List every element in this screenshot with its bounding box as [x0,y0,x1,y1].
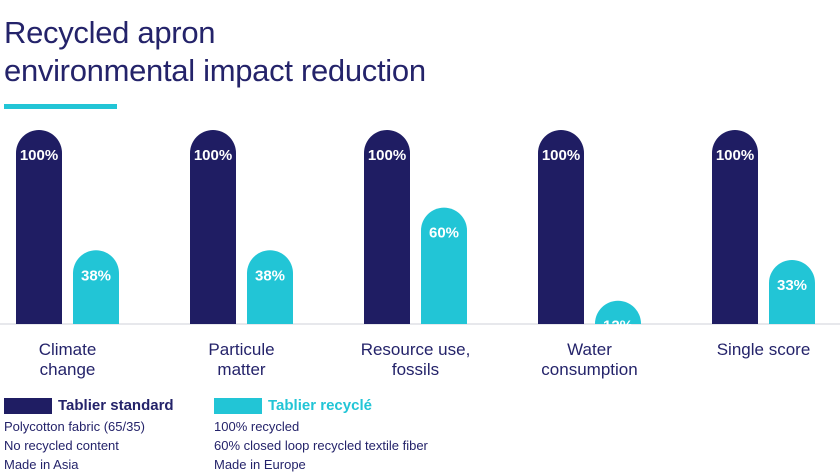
bar-recycled-3 [595,300,641,324]
bar-standard-2 [364,130,410,324]
bar-label-recycled-4: 33% [777,277,807,294]
category-label-2-0: Resource use, [361,340,471,359]
bar-label-recycled-0: 38% [81,267,111,284]
bar-standard-0 [16,130,62,324]
category-label-4-0: Single score [717,340,811,359]
bar-standard-1 [190,130,236,324]
bar-standard-4 [712,130,758,324]
category-label-0-1: change [40,360,96,379]
title-underline [4,104,117,109]
title-line-1: Recycled apron [4,15,216,50]
category-label-2-1: fossils [392,360,439,379]
legend-standard-line-2: No recycled content [4,438,119,453]
legend-standard-swatch [4,397,52,414]
legend-recycled: Tablier recyclé 100% recycled 60% closed… [214,396,428,474]
legend-recycled-swatch [214,397,262,414]
legend-standard-line-3: Made in Asia [4,457,79,472]
category-label-1-1: matter [217,360,266,379]
bar-label-standard-2: 100% [368,147,406,164]
category-label-3-0: Water [567,340,612,359]
bar-label-standard-1: 100% [194,147,232,164]
bar-recycled-2 [421,207,467,324]
category-label-3-1: consumption [541,360,637,379]
bar-label-recycled-1: 38% [255,267,285,284]
bar-label-recycled-3: 12% [603,318,633,335]
bar-label-standard-3: 100% [542,147,580,164]
legend-recycled-line-1: 100% recycled [214,419,300,434]
bar-label-standard-4: 100% [716,147,754,164]
legend-standard-line-1: Polycotton fabric (65/35) [4,419,145,434]
bar-standard-3 [538,130,584,324]
bar-label-standard-0: 100% [20,147,58,164]
title-line-2: environmental impact reduction [4,53,426,88]
legend-recycled-line-3: Made in Europe [214,457,306,472]
legend-recycled-name: Tablier recyclé [268,397,372,414]
legend-standard: Tablier standard Polycotton fabric (65/3… [4,396,174,474]
category-label-1-0: Particule [208,340,274,359]
bar-recycled-0 [73,250,119,324]
category-label-0-0: Climate [39,340,97,359]
bar-label-recycled-2: 60% [429,225,459,242]
legend-standard-name: Tablier standard [58,397,174,414]
bar-recycled-4 [769,259,815,324]
bar-recycled-1 [247,250,293,324]
legend-recycled-line-2: 60% closed loop recycled textile fiber [214,438,428,453]
page-title: Recycled apron environmental impact redu… [4,14,426,90]
